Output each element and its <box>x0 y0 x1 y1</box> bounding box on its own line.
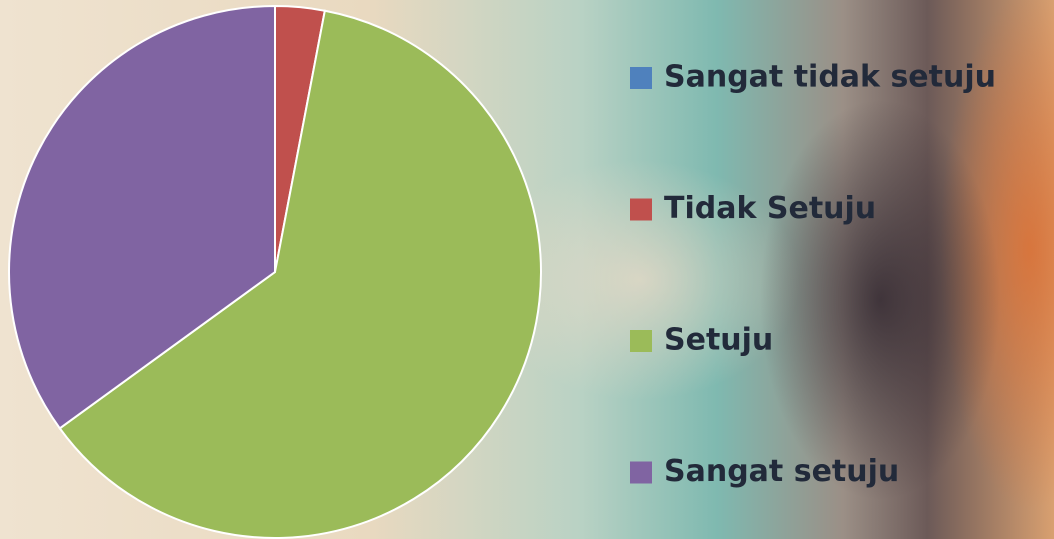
legend-label: Tidak Setuju <box>664 191 876 226</box>
legend-swatch <box>630 67 652 89</box>
legend-label: Sangat tidak setuju <box>664 60 996 95</box>
legend-label: Sangat setuju <box>664 454 899 489</box>
pie-slice <box>8 4 276 430</box>
legend-label: Setuju <box>664 323 773 358</box>
pie-slice <box>58 9 542 539</box>
legend-swatch <box>630 330 652 352</box>
legend-swatch <box>630 198 652 221</box>
legend-swatch <box>630 461 652 484</box>
